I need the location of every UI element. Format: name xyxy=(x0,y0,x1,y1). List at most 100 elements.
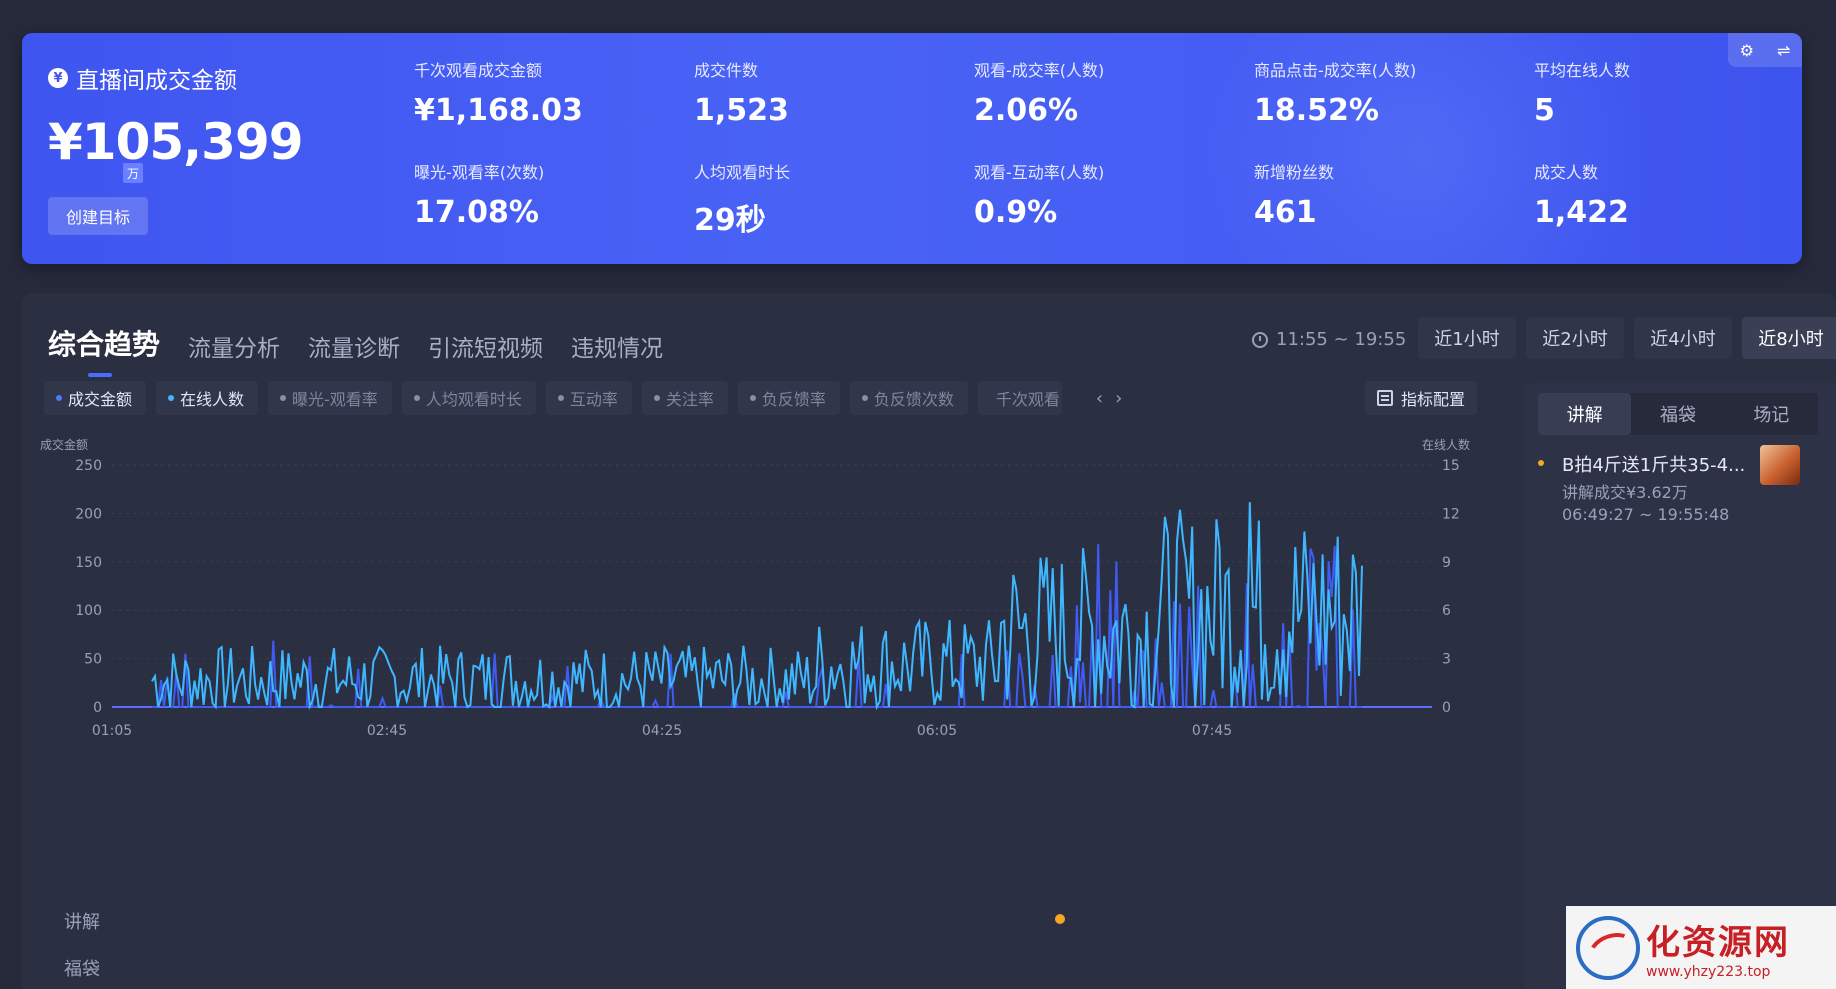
chip-interact[interactable]: 互动率 xyxy=(545,381,632,415)
metric-value: 29秒 xyxy=(694,203,766,238)
status-dot xyxy=(1538,460,1544,466)
range-4h-button[interactable]: 近4小时 xyxy=(1634,317,1732,359)
side-tabs: 讲解 福袋 场记 xyxy=(1538,393,1818,435)
side-tab-log[interactable]: 场记 xyxy=(1753,405,1790,426)
metric-click-conv: 商品点击-成交率(人数) 18.52% xyxy=(1254,57,1416,128)
y-tick-right: 6 xyxy=(1442,603,1451,619)
metric-label: 人均观看时长 xyxy=(694,163,791,182)
chip-exposure[interactable]: 曝光-观看率 xyxy=(268,381,392,415)
chip-label: 曝光-观看率 xyxy=(292,390,378,409)
time-range-text: 11:55 ~ 19:55 xyxy=(1276,329,1407,350)
metric-value: 18.52% xyxy=(1254,93,1379,128)
y-tick-left: 250 xyxy=(75,458,102,474)
side-tab-explain[interactable]: 讲解 xyxy=(1538,393,1632,435)
metric-config-label: 指标配置 xyxy=(1401,390,1466,409)
metric-label: 千次观看成交金额 xyxy=(414,61,543,80)
time-range: 11:55 ~ 19:55 xyxy=(1252,329,1406,350)
chip-label: 千次观看 xyxy=(995,390,1060,409)
chevron-right-icon[interactable]: › xyxy=(1115,387,1123,409)
metric-label: 平均在线人数 xyxy=(1534,61,1631,80)
metric-exposure-view: 曝光-观看率(次数) 17.08% xyxy=(414,159,544,230)
hero-metric: ¥ 直播间成交金额 ¥105,399 xyxy=(48,61,304,171)
hero-title: ¥ 直播间成交金额 xyxy=(48,61,303,95)
y-tick-left: 100 xyxy=(75,603,102,619)
chip-dot xyxy=(56,395,62,401)
product-thumbnail xyxy=(1760,445,1800,485)
trend-chart[interactable]: 成交金额 在线人数 0 0 50 3 100 6 150 9 200 12 250 15 01:05 02:4… xyxy=(22,423,1502,753)
chip-online[interactable]: 在线人数 xyxy=(156,381,259,415)
chip-dot xyxy=(749,395,756,401)
metric-config-button[interactable]: 指标配置 xyxy=(1365,381,1478,415)
chip-label: 关注率 xyxy=(665,390,714,409)
unit-badge[interactable]: 万 xyxy=(123,163,143,183)
tab-short-video[interactable]: 引流短视频 xyxy=(428,336,544,362)
side-tab-lucky-bag[interactable]: 福袋 xyxy=(1659,405,1696,426)
x-tick: 02:45 xyxy=(367,723,407,739)
watermark-text: 化资源网 www.yhzy223.top xyxy=(1646,915,1790,980)
right-axis-title: 在线人数 xyxy=(1422,437,1470,452)
metric-label: 曝光-观看率(次数) xyxy=(414,163,545,182)
tab-traffic-diagnosis[interactable]: 流量诊断 xyxy=(308,336,401,362)
side-panel: 讲解 福袋 场记 B拍4斤送1斤共35-4... 讲解成交¥3.62万 06:4… xyxy=(1524,383,1836,989)
metric-value: 5 xyxy=(1534,93,1555,128)
panel-glow xyxy=(1162,33,1682,264)
watermark-logo-icon xyxy=(1576,915,1640,980)
metric-label: 观看-成交率(人数) xyxy=(974,61,1105,80)
tab-traffic-analysis[interactable]: 流量分析 xyxy=(188,336,281,362)
chip-dot xyxy=(280,395,287,401)
y-tick-left: 50 xyxy=(84,652,102,668)
metric-value: 461 xyxy=(1254,195,1317,230)
metric-label: 商品点击-成交率(人数) xyxy=(1254,61,1417,80)
chip-label: 互动率 xyxy=(569,390,618,409)
chip-pager: ‹ › xyxy=(1096,388,1122,409)
chip-neg-rate[interactable]: 负反馈率 xyxy=(737,381,840,415)
metric-value: ¥1,168.03 xyxy=(414,93,583,128)
y-tick-left: 150 xyxy=(75,555,102,571)
watermark: 化资源网 www.yhzy223.top xyxy=(1566,906,1836,989)
chip-label: 成交金额 xyxy=(68,390,133,409)
chip-avg-watch[interactable]: 人均观看时长 xyxy=(401,381,536,415)
gear-icon[interactable]: ⚙ xyxy=(1739,40,1754,60)
swap-icon[interactable]: ⇌ xyxy=(1777,40,1791,60)
row-label-explain: 讲解 xyxy=(64,912,100,933)
metric-gpm: 千次观看成交金额 ¥1,168.03 xyxy=(414,57,583,128)
chip-dot xyxy=(168,395,175,401)
metric-value: 0.9% xyxy=(974,195,1058,230)
tab-overall-trend[interactable]: 综合趋势 xyxy=(48,323,160,377)
metric-buyers: 成交人数 1,422 xyxy=(1534,159,1629,230)
tab-violations[interactable]: 违规情况 xyxy=(571,336,664,362)
metric-items-sold: 成交件数 1,523 xyxy=(694,57,789,128)
range-8h-button[interactable]: 近8小时 xyxy=(1742,317,1836,359)
trend-tabs: 综合趋势 流量分析 流量诊断 引流短视频 违规情况 xyxy=(48,323,664,377)
y-tick-right: 0 xyxy=(1442,700,1451,716)
explain-marker[interactable] xyxy=(1055,914,1065,924)
chip-gmv[interactable]: 成交金额 xyxy=(44,381,147,415)
x-tick: 04:25 xyxy=(642,723,682,739)
metric-label: 观看-互动率(人数) xyxy=(974,163,1105,182)
trend-card: 综合趋势 流量分析 流量诊断 引流短视频 违规情况 11:55 ~ 19:55 … xyxy=(22,293,1836,989)
metric-new-fans: 新增粉丝数 461 xyxy=(1254,159,1334,230)
metric-avg-watch: 人均观看时长 29秒 xyxy=(694,159,790,239)
range-buttons: 近1小时 近2小时 近4小时 近8小时 xyxy=(1418,317,1836,359)
metric-label: 成交件数 xyxy=(694,61,759,80)
config-icon xyxy=(1377,390,1393,406)
hero-value: ¥105,399 xyxy=(48,113,304,171)
y-tick-right: 9 xyxy=(1442,555,1451,571)
explain-item-time: 06:49:27 ~ 19:55:48 xyxy=(1562,505,1730,524)
explain-item-sales: 讲解成交¥3.62万 xyxy=(1562,483,1688,502)
create-goal-button[interactable]: 创建目标 xyxy=(48,197,148,235)
chip-gpm[interactable]: 千次观看 xyxy=(977,381,1062,415)
chip-neg-count[interactable]: 负反馈次数 xyxy=(849,381,968,415)
metric-avg-online: 平均在线人数 5 xyxy=(1534,57,1630,128)
y-tick-left: 0 xyxy=(93,700,102,716)
stats-panel: ¥ 直播间成交金额 ¥105,399 万 创建目标 千次观看成交金额 ¥1,16… xyxy=(22,33,1802,264)
metric-label: 成交人数 xyxy=(1534,163,1599,182)
chip-follow[interactable]: 关注率 xyxy=(641,381,728,415)
range-2h-button[interactable]: 近2小时 xyxy=(1526,317,1624,359)
range-1h-button[interactable]: 近1小时 xyxy=(1418,317,1516,359)
explain-item-title: B拍4斤送1斤共35-4... xyxy=(1562,455,1746,476)
hero-title-text: 直播间成交金额 xyxy=(76,68,237,94)
row-label-lucky-bag: 福袋 xyxy=(64,959,100,980)
chevron-left-icon[interactable]: ‹ xyxy=(1095,387,1104,409)
watermark-url: www.yhzy223.top xyxy=(1646,964,1771,980)
